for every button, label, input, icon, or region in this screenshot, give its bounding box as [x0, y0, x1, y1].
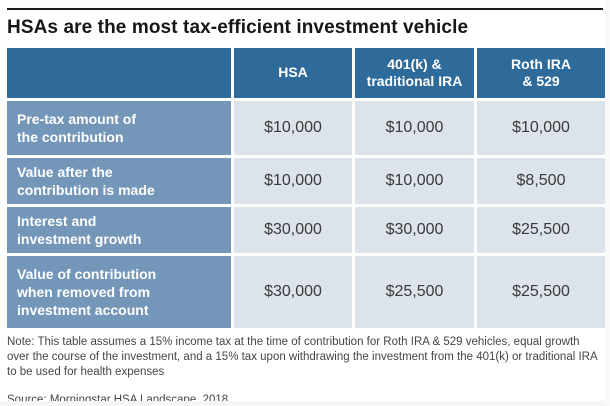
- value-cell: $30,000: [234, 207, 352, 253]
- row-label-interest-growth: Interest and investment growth: [7, 207, 231, 253]
- top-rule: [7, 8, 603, 10]
- value-cell: $8,500: [477, 158, 605, 204]
- chart-title: HSAs are the most tax-efficient investme…: [7, 17, 469, 38]
- value-cell: $10,000: [234, 101, 352, 155]
- header-cell-401k-ira: 401(k) & traditional IRA: [355, 48, 474, 98]
- header-corner-cell: [7, 48, 231, 98]
- row-label-value-when-removed: Value of contribution when removed from …: [7, 256, 231, 328]
- value-cell: $25,500: [355, 256, 474, 328]
- header-cell-roth-529: Roth IRA & 529: [477, 48, 605, 98]
- bottom-edge-strip: [0, 401, 610, 406]
- row-label-value-after-contribution: Value after the contribution is made: [7, 158, 231, 204]
- value-cell: $25,500: [477, 256, 605, 328]
- footnote: Note: This table assumes a 15% income ta…: [7, 336, 598, 379]
- header-cell-hsa: HSA: [234, 48, 352, 98]
- value-cell: $10,000: [355, 158, 474, 204]
- value-cell: $10,000: [477, 101, 605, 155]
- value-cell: $10,000: [355, 101, 474, 155]
- comparison-table: HSA 401(k) & traditional IRA Roth IRA & …: [7, 48, 605, 328]
- value-cell: $10,000: [234, 158, 352, 204]
- value-cell: $25,500: [477, 207, 605, 253]
- right-edge-strip: [605, 0, 610, 406]
- row-label-pretax-amount: Pre-tax amount of the contribution: [7, 101, 231, 155]
- value-cell: $30,000: [355, 207, 474, 253]
- value-cell: $30,000: [234, 256, 352, 328]
